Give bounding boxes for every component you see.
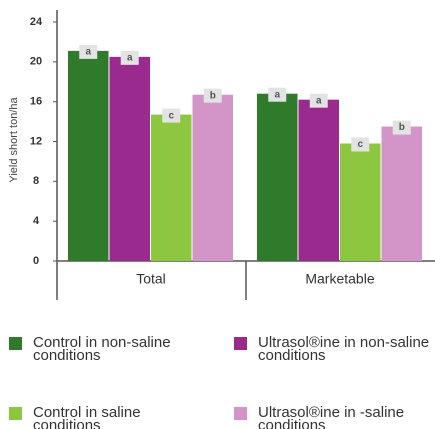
significance-letter: a [316, 95, 322, 106]
y-tick-label: 8 [33, 175, 39, 187]
bar [340, 143, 381, 261]
y-tick-label: 12 [30, 135, 42, 147]
legend-label: Control in non-saline conditions [33, 334, 175, 364]
significance-letter: b [399, 122, 405, 133]
legend-swatch [9, 407, 22, 420]
legend-label: Ultrasol®ine in non-saline conditions [258, 334, 433, 364]
bar [381, 126, 422, 261]
letter-box [79, 44, 98, 59]
significance-letter: a [127, 52, 133, 63]
letter-box [120, 50, 139, 65]
legend-swatch [234, 407, 247, 420]
y-tick-label: 24 [30, 16, 43, 28]
letter-box [268, 87, 287, 102]
legend-swatch [234, 337, 247, 350]
significance-letter: a [85, 47, 91, 58]
letter-box [351, 137, 370, 152]
bar [192, 94, 233, 261]
letter-box [392, 120, 411, 135]
bar [298, 99, 339, 261]
legend-label: Ultrasol®ine in -saline conditions [258, 404, 408, 429]
y-tick-label: 20 [30, 56, 42, 68]
y-tick-label: 16 [30, 96, 42, 108]
significance-letter: b [210, 90, 216, 101]
bar [109, 56, 150, 261]
x-tick-label: Total [136, 271, 166, 287]
significance-letter: a [274, 89, 280, 100]
significance-letter: c [168, 110, 174, 121]
bar [257, 93, 298, 261]
bar [68, 50, 109, 261]
letter-box [203, 88, 222, 103]
x-tick-label: Marketable [305, 271, 374, 287]
legend-label: Control in saline conditions [33, 404, 145, 429]
letter-box [162, 108, 181, 123]
legend-swatch [9, 337, 22, 350]
y-axis-label: Yield short ton/ha [8, 97, 20, 183]
y-tick-label: 4 [33, 215, 40, 227]
y-tick-label: 0 [33, 255, 39, 267]
bar [151, 114, 192, 261]
significance-letter: c [357, 139, 363, 150]
letter-box [309, 93, 328, 108]
